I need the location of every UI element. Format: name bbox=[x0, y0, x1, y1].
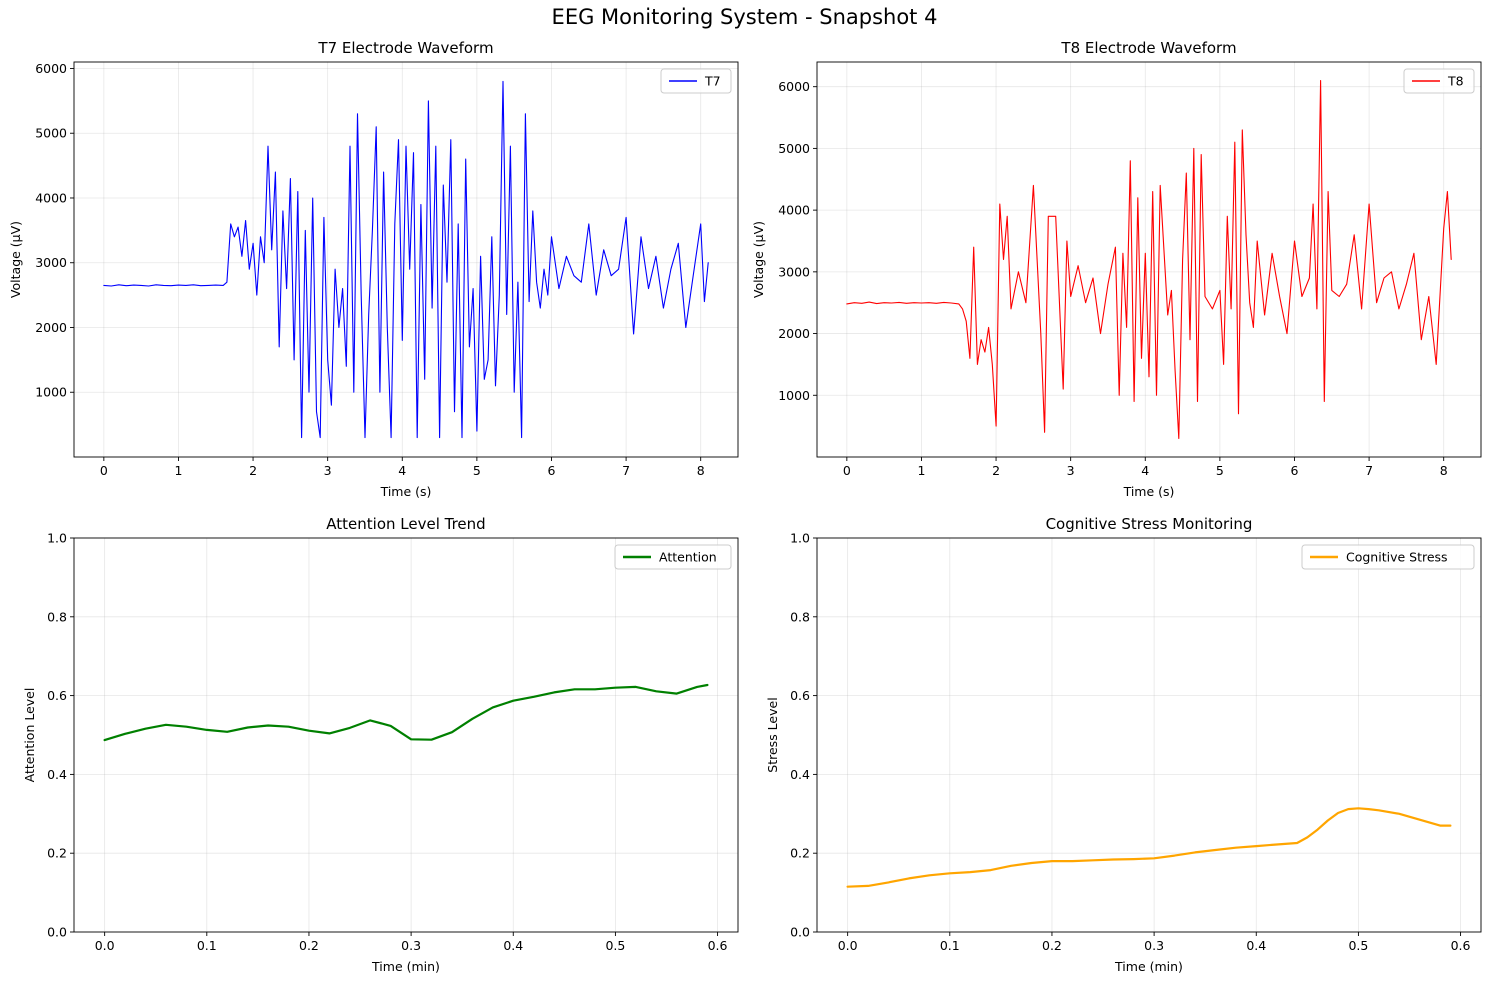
y-tick-label: 4000 bbox=[35, 190, 67, 205]
legend-label: T8 bbox=[1447, 74, 1464, 89]
y-tick-label: 0.8 bbox=[790, 609, 810, 624]
x-tick-label: 0.4 bbox=[1246, 938, 1266, 953]
x-tick-label: 8 bbox=[697, 463, 705, 478]
subplot-title: Attention Level Trend bbox=[326, 515, 485, 533]
subplot-title: Cognitive Stress Monitoring bbox=[1046, 515, 1253, 533]
y-tick-label: 4000 bbox=[778, 203, 810, 218]
x-tick-label: 0.3 bbox=[401, 938, 421, 953]
x-tick-label: 0.2 bbox=[299, 938, 319, 953]
series-line-cognitive-stress bbox=[846, 807, 1452, 888]
x-tick-label: 7 bbox=[1365, 463, 1373, 478]
x-tick-label: 6 bbox=[548, 463, 556, 478]
legend-box bbox=[1301, 544, 1475, 570]
y-tick-label: 0.0 bbox=[47, 925, 67, 940]
y-tick-label: 0.6 bbox=[790, 688, 810, 703]
x-tick-label: 4 bbox=[1141, 463, 1149, 478]
legend: Cognitive Stress bbox=[1301, 544, 1475, 570]
x-tick-label: 0.0 bbox=[95, 938, 115, 953]
y-tick-label: 2000 bbox=[35, 320, 67, 335]
x-axis-label: Time (min) bbox=[371, 959, 440, 974]
y-tick-label: 6000 bbox=[778, 79, 810, 94]
subplot-2: 0 1 2 3 4 5 6 7 8 1000 2000 3000 4000 5000 6000 T8 Elec… bbox=[751, 39, 1482, 499]
subplot-1: 0 1 2 3 4 5 6 7 8 1000 2000 3000 4000 5000 6000 T7 Elec… bbox=[8, 39, 739, 499]
x-tick-label: 0.3 bbox=[1144, 938, 1164, 953]
axes-frame bbox=[73, 61, 739, 458]
y-tick-label: 0.4 bbox=[47, 767, 67, 782]
legend: T7 bbox=[660, 68, 732, 94]
x-tick-label: 0.1 bbox=[940, 938, 960, 953]
legend-label: Attention bbox=[659, 550, 717, 565]
y-tick-label: 3000 bbox=[778, 264, 810, 279]
y-tick-label: 1.0 bbox=[47, 531, 67, 546]
y-axis-label: Attention Level bbox=[22, 688, 37, 783]
x-tick-label: 0.5 bbox=[1348, 938, 1368, 953]
y-tick-label: 1000 bbox=[778, 388, 810, 403]
subplot-title: T8 Electrode Waveform bbox=[1060, 39, 1236, 57]
axes-frame bbox=[816, 61, 1482, 458]
y-tick-label: 3000 bbox=[35, 255, 67, 270]
y-axis-label: Stress Level bbox=[765, 697, 780, 772]
x-tick-label: 3 bbox=[324, 463, 332, 478]
x-tick-label: 0 bbox=[100, 463, 108, 478]
y-tick-label: 0.8 bbox=[47, 609, 67, 624]
subplot-title: T7 Electrode Waveform bbox=[317, 39, 493, 57]
x-tick-label: 3 bbox=[1067, 463, 1075, 478]
x-tick-label: 2 bbox=[249, 463, 257, 478]
legend: T8 bbox=[1403, 68, 1475, 94]
x-axis-label: Time (s) bbox=[380, 484, 432, 499]
x-tick-label: 1 bbox=[174, 463, 182, 478]
x-tick-label: 0.1 bbox=[197, 938, 217, 953]
x-axis-label: Time (min) bbox=[1114, 959, 1183, 974]
y-tick-label: 1.0 bbox=[790, 531, 810, 546]
series-line-attention bbox=[103, 683, 709, 742]
x-tick-label: 2 bbox=[992, 463, 1000, 478]
x-tick-label: 0.6 bbox=[1451, 938, 1471, 953]
x-tick-label: 5 bbox=[473, 463, 481, 478]
series-line-t8 bbox=[846, 79, 1452, 440]
x-axis-label: Time (s) bbox=[1123, 484, 1175, 499]
x-tick-label: 8 bbox=[1440, 463, 1448, 478]
x-tick-label: 6 bbox=[1291, 463, 1299, 478]
y-tick-label: 0.0 bbox=[790, 925, 810, 940]
y-tick-label: 1000 bbox=[35, 385, 67, 400]
legend-label: T7 bbox=[704, 74, 721, 89]
y-tick-label: 0.2 bbox=[47, 846, 67, 861]
x-tick-label: 7 bbox=[622, 463, 630, 478]
x-tick-label: 1 bbox=[917, 463, 925, 478]
x-tick-label: 5 bbox=[1216, 463, 1224, 478]
subplot-4: 0.0 0.1 0.2 0.3 0.4 0.5 0.6 0.0 0.2 0.4 0.6 0.8 1.0 C… bbox=[765, 515, 1482, 974]
x-tick-label: 0.0 bbox=[838, 938, 858, 953]
figure-title: EEG Monitoring System - Snapshot 4 bbox=[551, 5, 938, 29]
x-tick-label: 0.6 bbox=[708, 938, 728, 953]
x-tick-label: 0 bbox=[843, 463, 851, 478]
y-tick-label: 0.4 bbox=[790, 767, 810, 782]
x-tick-label: 0.4 bbox=[503, 938, 523, 953]
y-tick-label: 0.2 bbox=[790, 846, 810, 861]
x-tick-label: 0.2 bbox=[1042, 938, 1062, 953]
x-tick-label: 4 bbox=[398, 463, 406, 478]
y-axis-label: Voltage (µV) bbox=[751, 221, 766, 298]
legend: Attention bbox=[614, 544, 732, 570]
y-tick-label: 0.6 bbox=[47, 688, 67, 703]
subplot-3: 0.0 0.1 0.2 0.3 0.4 0.5 0.6 0.0 0.2 0.4 0.6 0.8 1.0 A… bbox=[22, 515, 739, 974]
y-tick-label: 5000 bbox=[35, 126, 67, 141]
y-tick-label: 5000 bbox=[778, 141, 810, 156]
y-tick-label: 6000 bbox=[35, 61, 67, 76]
legend-label: Cognitive Stress bbox=[1346, 550, 1448, 565]
x-tick-label: 0.5 bbox=[605, 938, 625, 953]
axes-frame bbox=[816, 537, 1482, 933]
y-axis-label: Voltage (µV) bbox=[8, 221, 23, 298]
legend-box bbox=[614, 544, 732, 570]
y-tick-label: 2000 bbox=[778, 326, 810, 341]
axes-frame bbox=[73, 537, 739, 933]
series-line-t7 bbox=[103, 80, 709, 439]
